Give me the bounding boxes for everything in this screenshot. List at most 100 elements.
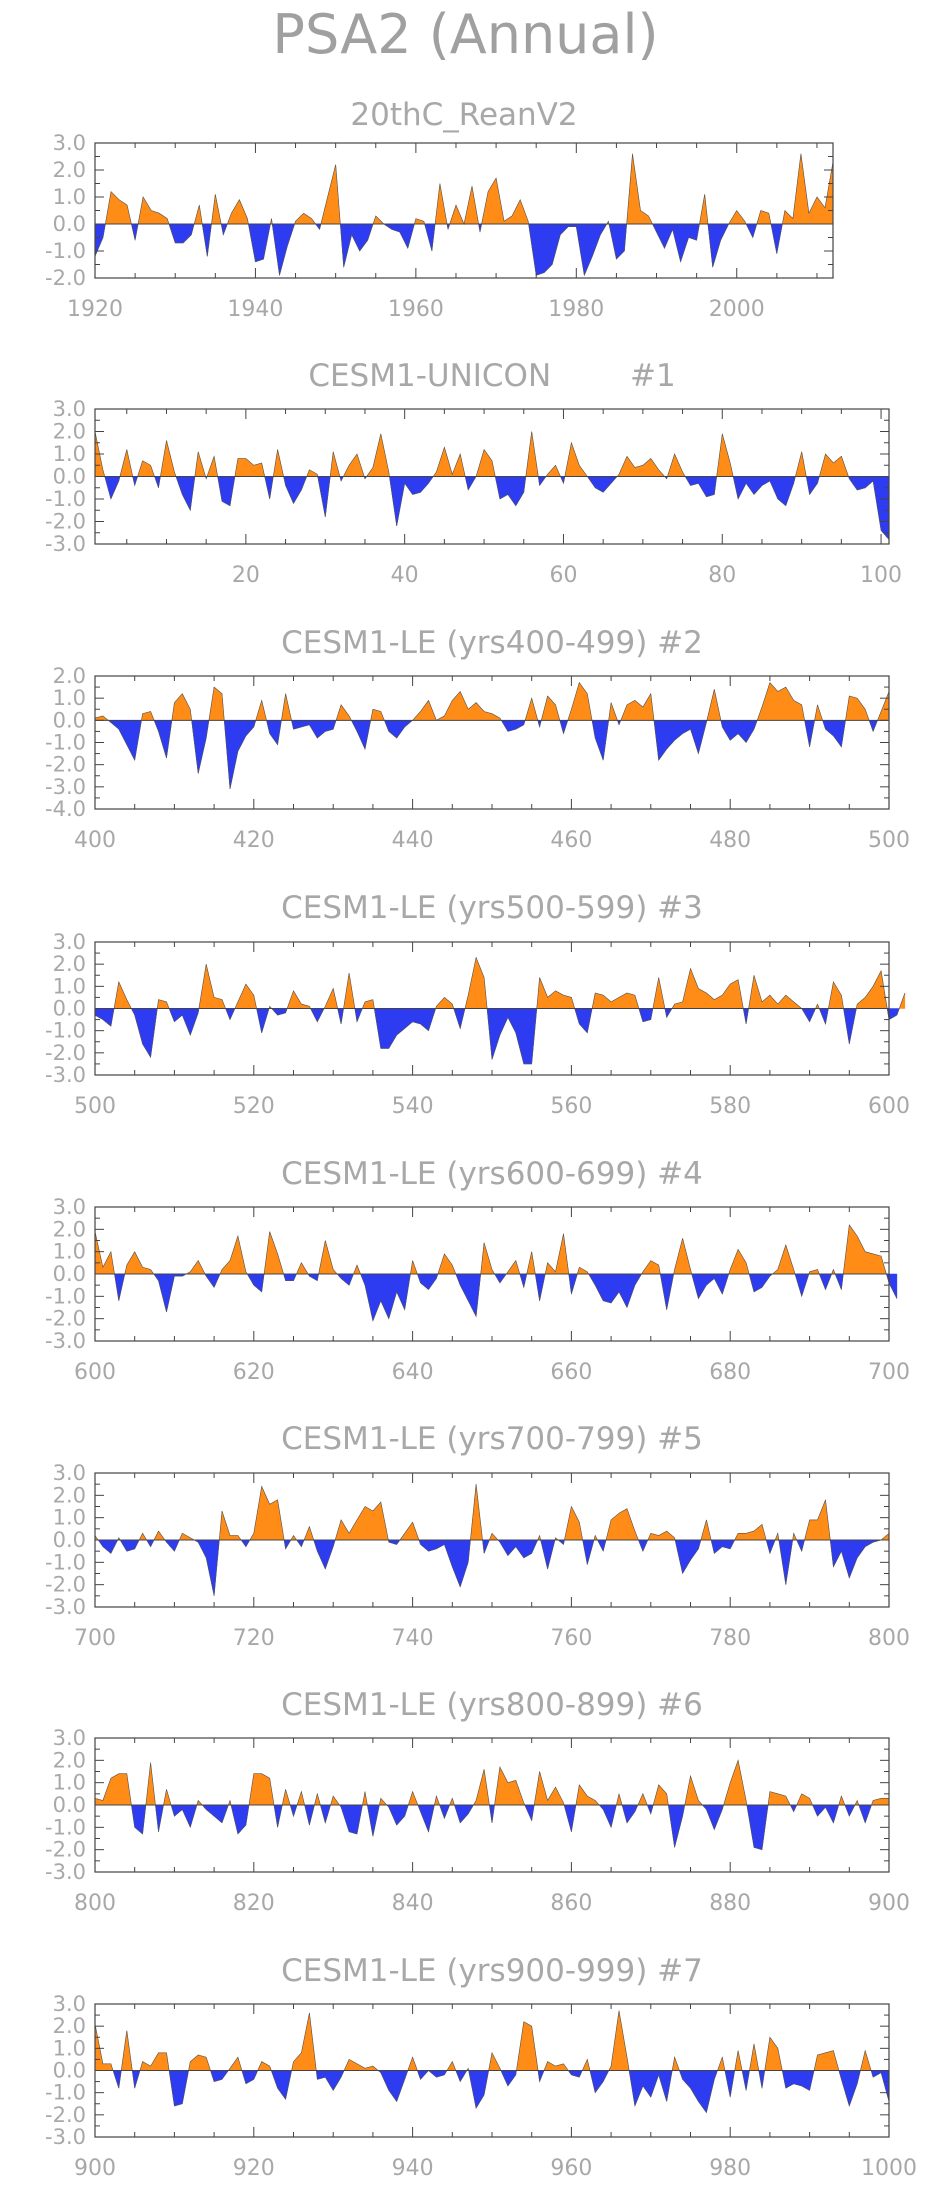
y-tick-label: -2.0 xyxy=(45,753,86,777)
negative-area xyxy=(271,223,296,276)
chart-panel-6: CESM1-LE (yrs700-799) #5 3.02.01.00.0-1.0… xyxy=(45,1421,910,1651)
positive-area xyxy=(145,1762,156,1806)
negative-area xyxy=(389,476,434,527)
positive-area xyxy=(119,449,134,477)
negative-area xyxy=(107,720,142,761)
y-tick-label: 2.0 xyxy=(53,1483,86,1507)
negative-area xyxy=(313,1539,336,1570)
positive-area xyxy=(219,1235,248,1275)
positive-area xyxy=(544,1233,570,1275)
positive-area xyxy=(605,1508,639,1541)
positive-area xyxy=(249,1485,285,1541)
negative-area xyxy=(679,2070,718,2114)
negative-area xyxy=(489,1804,495,1823)
negative-area xyxy=(307,1273,319,1282)
positive-area xyxy=(124,1251,155,1275)
negative-area xyxy=(94,223,106,257)
positive-area xyxy=(637,1793,648,1806)
y-tick-label: -3.0 xyxy=(45,1860,86,1884)
negative-area xyxy=(720,720,758,743)
negative-area xyxy=(168,1008,200,1036)
x-tick-label: 2000 xyxy=(709,297,765,322)
positive-area xyxy=(208,686,225,721)
negative-area xyxy=(170,1804,198,1829)
y-tick-label: -3.0 xyxy=(45,2125,86,2149)
series-line xyxy=(94,1759,889,1851)
positive-area xyxy=(320,164,341,225)
negative-area xyxy=(559,720,569,735)
negative-area xyxy=(271,1008,288,1016)
x-tick-label: 700 xyxy=(74,1626,116,1651)
y-tick-label: -1.0 xyxy=(45,1019,86,1043)
x-tick-label: 920 xyxy=(233,2156,275,2181)
x-tick-label: 1980 xyxy=(548,297,604,322)
positive-area xyxy=(567,682,593,721)
x-tick-label: 560 xyxy=(550,1094,592,1119)
y-tick-label: 2.0 xyxy=(53,1748,86,1772)
positive-area xyxy=(756,682,805,721)
x-tick-label: 640 xyxy=(392,1360,434,1385)
positive-area xyxy=(234,458,266,477)
negative-area xyxy=(283,476,308,505)
x-tick-label: 740 xyxy=(392,1626,434,1651)
negative-area xyxy=(367,1804,380,1837)
positive-area xyxy=(524,697,539,721)
y-tick-label: 1.0 xyxy=(53,974,86,998)
x-tick-label: 820 xyxy=(233,1891,275,1916)
negative-area xyxy=(748,1273,774,1293)
x-tick-label: 600 xyxy=(868,1094,910,1119)
panel-title: CESM1-UNICON #1 xyxy=(308,358,675,394)
negative-area xyxy=(289,1804,298,1818)
negative-area xyxy=(291,720,337,739)
x-tick-label: 880 xyxy=(709,1891,751,1916)
negative-area xyxy=(870,2070,890,2102)
negative-area xyxy=(225,1008,236,1021)
positive-area xyxy=(749,2043,760,2071)
positive-area xyxy=(188,2054,211,2071)
y-tick-label: -1.0 xyxy=(45,731,86,755)
negative-area xyxy=(653,720,708,761)
negative-area xyxy=(684,476,717,498)
negative-area xyxy=(310,1008,325,1023)
negative-area xyxy=(804,720,815,747)
positive-area xyxy=(647,1530,676,1541)
negative-area xyxy=(770,223,783,254)
negative-area xyxy=(805,476,820,496)
positive-area xyxy=(94,1773,132,1806)
positive-area xyxy=(407,2056,418,2071)
positive-area xyxy=(813,2050,840,2071)
y-tick-label: 0.0 xyxy=(53,2059,86,2083)
x-tick-label: 400 xyxy=(74,828,116,853)
positive-area xyxy=(314,1792,321,1806)
x-tick-label: 620 xyxy=(233,1360,275,1385)
positive-area xyxy=(616,455,666,477)
positive-area xyxy=(334,1501,389,1541)
y-tick-label: 2.0 xyxy=(53,2014,86,2038)
y-tick-label: 3.0 xyxy=(53,1461,86,1485)
series-line xyxy=(94,2010,890,2114)
positive-area xyxy=(121,2030,133,2071)
negative-area xyxy=(668,1804,686,1848)
positive-area xyxy=(227,199,249,225)
positive-area xyxy=(843,1224,887,1275)
series-line xyxy=(94,1484,890,1596)
y-tick-label: 0.0 xyxy=(53,708,86,732)
x-tick-label: 840 xyxy=(392,1891,434,1916)
negative-area xyxy=(858,1804,872,1824)
positive-area xyxy=(353,1264,361,1275)
negative-area xyxy=(829,1539,882,1579)
x-tick-label: 540 xyxy=(392,1094,434,1119)
y-tick-label: 2.0 xyxy=(53,420,86,444)
positive-area xyxy=(641,1260,661,1275)
positive-area xyxy=(871,1798,890,1806)
negative-area xyxy=(201,223,212,257)
positive-area xyxy=(480,1242,496,1275)
x-tick-label: 60 xyxy=(549,563,577,588)
y-tick-label: -3.0 xyxy=(45,1063,86,1087)
panel-title: CESM1-LE (yrs500-599) #3 xyxy=(281,890,703,926)
x-tick-label: 680 xyxy=(709,1360,751,1385)
x-tick-label: 940 xyxy=(392,2156,434,2181)
positive-area xyxy=(536,977,576,1009)
panel-title: CESM1-LE (yrs600-699) #4 xyxy=(281,1156,703,1192)
y-tick-label: 0.0 xyxy=(53,212,86,236)
